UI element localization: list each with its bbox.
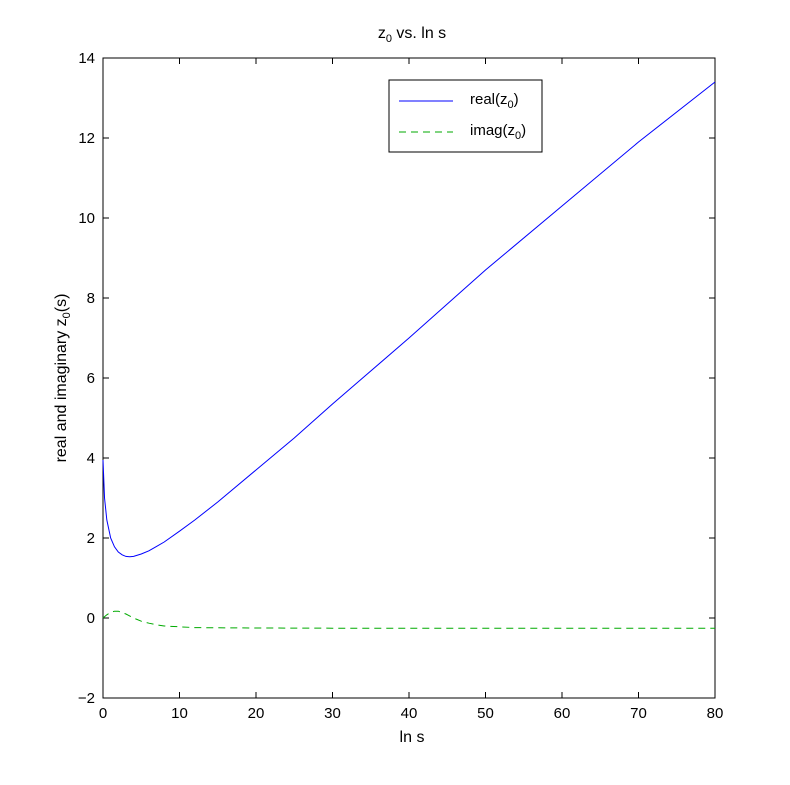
y-tick-label: 2 xyxy=(87,530,95,547)
series-line-1 xyxy=(102,610,715,629)
chart-title: z0 vs. ln s xyxy=(378,25,446,45)
legend-label-real: real(z0) xyxy=(470,91,519,111)
x-tick-label: 70 xyxy=(630,705,647,722)
chart-title-rest: vs. ln s xyxy=(392,25,446,42)
y-axis-label: real and imaginary z0(s) xyxy=(53,294,73,463)
y-axis-label-subscript: 0 xyxy=(61,312,73,318)
x-tick-label: 30 xyxy=(324,705,341,722)
y-tick-label: 14 xyxy=(78,50,95,67)
y-axis-label-main: real and imaginary z xyxy=(53,318,70,462)
y-tick-label: 6 xyxy=(87,370,95,387)
legend-label-imag: imag(z0) xyxy=(470,122,526,142)
x-axis-label: ln s xyxy=(400,729,425,746)
y-tick-label: 8 xyxy=(87,290,95,307)
legend-box xyxy=(388,79,543,153)
y-tick-label: 0 xyxy=(87,610,95,627)
y-tick-label: 10 xyxy=(78,210,95,227)
chart-title-subscript: 0 xyxy=(386,33,392,45)
series-line-0 xyxy=(102,81,716,558)
plot-frame xyxy=(102,57,716,699)
x-tick-label: 20 xyxy=(248,705,265,722)
x-tick-label: 40 xyxy=(401,705,418,722)
y-tick-label: 4 xyxy=(87,450,95,467)
x-tick-label: 60 xyxy=(554,705,571,722)
legend: real(z0) imag(z0) xyxy=(388,79,543,153)
x-tick-label: 50 xyxy=(477,705,494,722)
x-tick-label: 80 xyxy=(707,705,724,722)
x-tick-label: 10 xyxy=(171,705,188,722)
x-tick-label: 0 xyxy=(99,705,107,722)
y-axis-label-rest: (s) xyxy=(53,294,70,313)
y-tick-label: −2 xyxy=(78,690,95,707)
series-layer xyxy=(102,81,716,629)
y-tick-label: 12 xyxy=(78,130,95,147)
chart-title-main: z xyxy=(378,25,386,42)
